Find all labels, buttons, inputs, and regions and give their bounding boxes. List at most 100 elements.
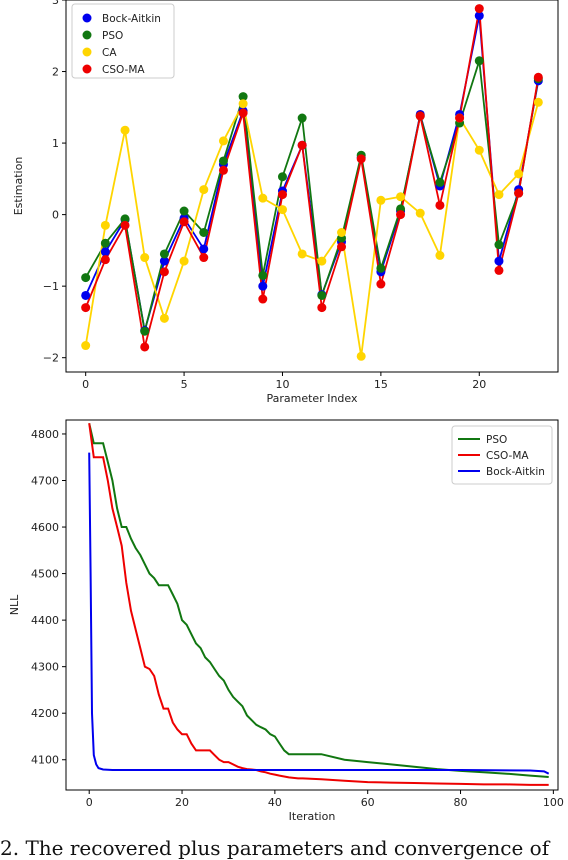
plot0-point-2-13: [337, 228, 347, 237]
plot0-y-tick-label: −2: [43, 352, 59, 365]
plot0-legend-label-0: Bock-Aitkin: [102, 13, 161, 25]
plot1-x-axis-label: Iteration: [289, 810, 336, 823]
plot0-point-2-9: [258, 193, 268, 203]
plot0-point-2-15: [376, 195, 386, 205]
plot0-point-0-9: [258, 281, 268, 291]
plot0-legend-marker-2: [82, 47, 92, 57]
plot1-x-tick-label: 20: [175, 796, 189, 809]
plot0-legend-box: [71, 3, 175, 79]
plot0-legend-marker-0: [82, 13, 92, 23]
plot0-point-3-11: [297, 140, 307, 150]
plot0-point-1-11: [297, 113, 307, 123]
plot0-legend-marker-1: [82, 30, 92, 40]
plot0-point-3-21: [494, 265, 504, 275]
plot0-point-3-23: [533, 72, 543, 82]
plot1-y-tick-label: 4400: [31, 614, 59, 627]
plot1-legend-label-1: CSO-MA: [486, 450, 529, 462]
plot0-x-tick-label: 0: [82, 378, 89, 391]
plot0-point-3-20: [474, 4, 484, 14]
plot0-point-1-3: [140, 326, 150, 336]
plot1-frame: [65, 419, 559, 791]
plot1-series-line-0: [88, 423, 549, 778]
plot0-point-1-8: [238, 92, 248, 102]
plot1-x-tick-label: 80: [454, 796, 468, 809]
plot0-point-3-22: [514, 188, 524, 198]
plot0-point-3-1: [100, 255, 110, 265]
plot0-point-3-8: [238, 108, 248, 118]
plot1-legend-label-0: PSO: [486, 434, 507, 446]
plot0-point-0-20: [474, 11, 484, 21]
plot0-point-2-0: [81, 341, 91, 351]
plot0-point-2-7: [218, 136, 228, 146]
plot0-point-2-18: [435, 250, 445, 260]
plot1-y-tick-label: 4700: [31, 475, 59, 488]
plot0-point-2-14: [356, 351, 366, 361]
plot0-y-tick-label: 1: [52, 137, 59, 150]
plot0-point-2-5: [179, 256, 189, 266]
plot0-point-1-0: [81, 273, 91, 283]
plot0-point-1-10: [277, 172, 287, 182]
plot0-legend-label-2: CA: [102, 47, 117, 59]
plot0-point-1-4: [159, 249, 169, 259]
plot1-series-line-1: [88, 423, 549, 786]
plot0-point-1-1: [100, 238, 110, 248]
plot1-legend-box: [451, 425, 553, 485]
plot0-point-1-2: [120, 214, 130, 224]
plot0-point-1-20: [474, 56, 484, 66]
plot0-x-tick-label: 20: [472, 378, 486, 391]
plot0-point-0-1: [100, 247, 110, 257]
plot0-point-0-4: [159, 256, 169, 266]
plot0-legend-label-3: CSO-MA: [102, 64, 145, 76]
plot0-y-tick-label: 0: [52, 209, 59, 222]
plot0-series-line-3: [84, 8, 540, 348]
plot0-point-3-0: [81, 303, 91, 313]
plot0-point-3-10: [277, 190, 287, 200]
plot0-point-2-6: [199, 185, 209, 195]
plot0-x-axis-label: Parameter Index: [266, 392, 357, 405]
plot0-point-2-3: [140, 253, 150, 263]
plot0-series-line-1: [84, 60, 540, 332]
plot0-point-2-12: [317, 256, 327, 266]
plot0-point-3-4: [159, 267, 169, 277]
plot0-x-tick-label: 5: [181, 378, 188, 391]
plot0-point-2-10: [277, 205, 287, 215]
plot1-y-tick-label: 4300: [31, 661, 59, 674]
plot1-y-axis-label: NLL: [8, 594, 21, 615]
plot0-point-1-9: [258, 270, 268, 280]
plot0-point-2-17: [415, 208, 425, 218]
plot0-point-3-9: [258, 294, 268, 304]
plot1-x-tick-label: 0: [86, 796, 93, 809]
plot0-point-1-15: [376, 263, 386, 273]
plot0-point-3-14: [356, 154, 366, 164]
plot0-point-2-20: [474, 145, 484, 155]
plot0-point-3-2: [120, 220, 130, 230]
plot0-frame: [65, 0, 559, 373]
plot0-point-0-6: [199, 244, 209, 254]
plot0-point-3-19: [455, 113, 465, 123]
plot0-point-3-5: [179, 217, 189, 227]
plot0-x-tick-label: 15: [374, 378, 388, 391]
plot0-point-1-21: [494, 240, 504, 250]
plot0-point-2-21: [494, 190, 504, 200]
plot0-point-2-8: [238, 99, 248, 109]
plot0-legend-label-1: PSO: [102, 30, 123, 42]
plot0-point-1-5: [179, 206, 189, 216]
plot1-y-tick-label: 4800: [31, 428, 59, 441]
plot1-legend-label-2: Bock-Aitkin: [486, 466, 545, 478]
plot0-y-tick-label: −1: [43, 280, 59, 293]
plot0-y-tick-label: 2: [52, 66, 59, 79]
plot0-point-0-21: [494, 256, 504, 266]
plot1-y-tick-label: 4200: [31, 707, 59, 720]
figure-canvas: 0 5 10 15 20 −2 −1 0 1 2 3 Parameter Index Estimatio…: [8, 0, 564, 823]
plot0-point-2-11: [297, 249, 307, 259]
plot1-x-tick-label: 40: [268, 796, 282, 809]
plot0-point-2-2: [120, 125, 130, 135]
plot0-point-1-6: [199, 228, 209, 237]
plot0-point-3-6: [199, 253, 209, 263]
plot0-point-0-0: [81, 290, 91, 300]
plot0-point-1-12: [317, 290, 327, 300]
plot0-y-tick-label: 3: [52, 0, 59, 7]
plot0-point-2-16: [396, 192, 406, 202]
plot0-point-3-12: [317, 303, 327, 313]
plot0-point-3-15: [376, 279, 386, 289]
